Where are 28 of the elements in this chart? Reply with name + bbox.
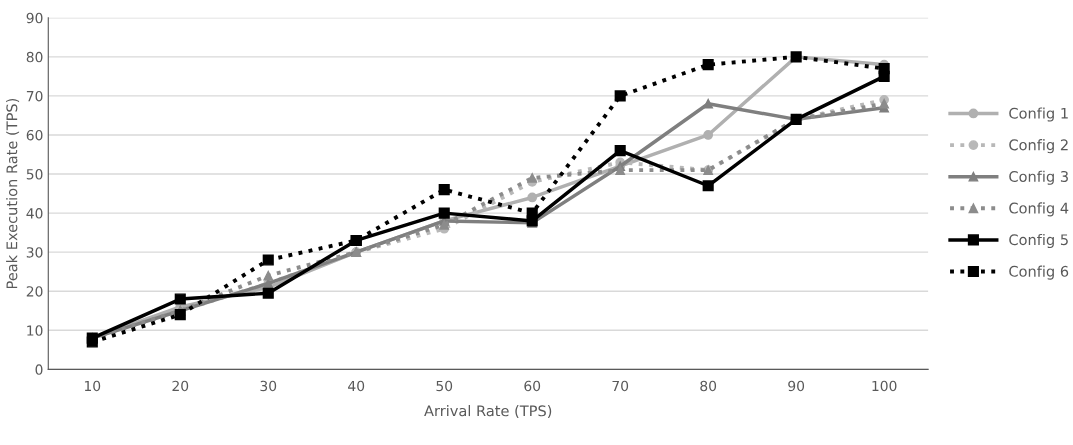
y-tick-label: 70 [26,90,43,102]
x-tick-label: 80 [700,380,717,392]
x-tick-label: 40 [348,380,365,392]
legend-label: Config 2 [1009,139,1068,154]
y-tick-label: 0 [35,364,43,375]
y-tick-label: 80 [26,51,43,63]
y-tick-label: 10 [27,325,43,336]
y-tick-label: 50 [26,169,43,180]
legend-label: Config 5 [1009,233,1068,249]
y-axis-title: Peak Execution Rate (TPS) [6,98,20,289]
y-tick-label: 30 [26,247,43,258]
x-tick-label: 70 [612,380,629,392]
y-tick-label: 60 [26,129,43,141]
x-tick-label: 90 [788,380,805,392]
legend-label: Config 6 [1009,265,1069,280]
x-tick-label: 20 [172,380,189,392]
x-tick-label: 30 [260,380,277,392]
legend-label: Config 4 [1009,202,1069,217]
x-tick-label: 10 [84,380,101,392]
y-tick-label: 40 [26,208,43,219]
legend-label: Config 3 [1009,170,1068,185]
x-tick-label: 100 [872,380,897,392]
x-axis-title: Arrival Rate (TPS) [424,405,552,419]
x-tick-label: 50 [436,380,453,392]
legend-label: Config 1 [1009,107,1068,122]
x-tick-label: 60 [524,380,541,392]
y-tick-label: 20 [26,286,43,297]
y-tick-label: 90 [26,12,43,24]
